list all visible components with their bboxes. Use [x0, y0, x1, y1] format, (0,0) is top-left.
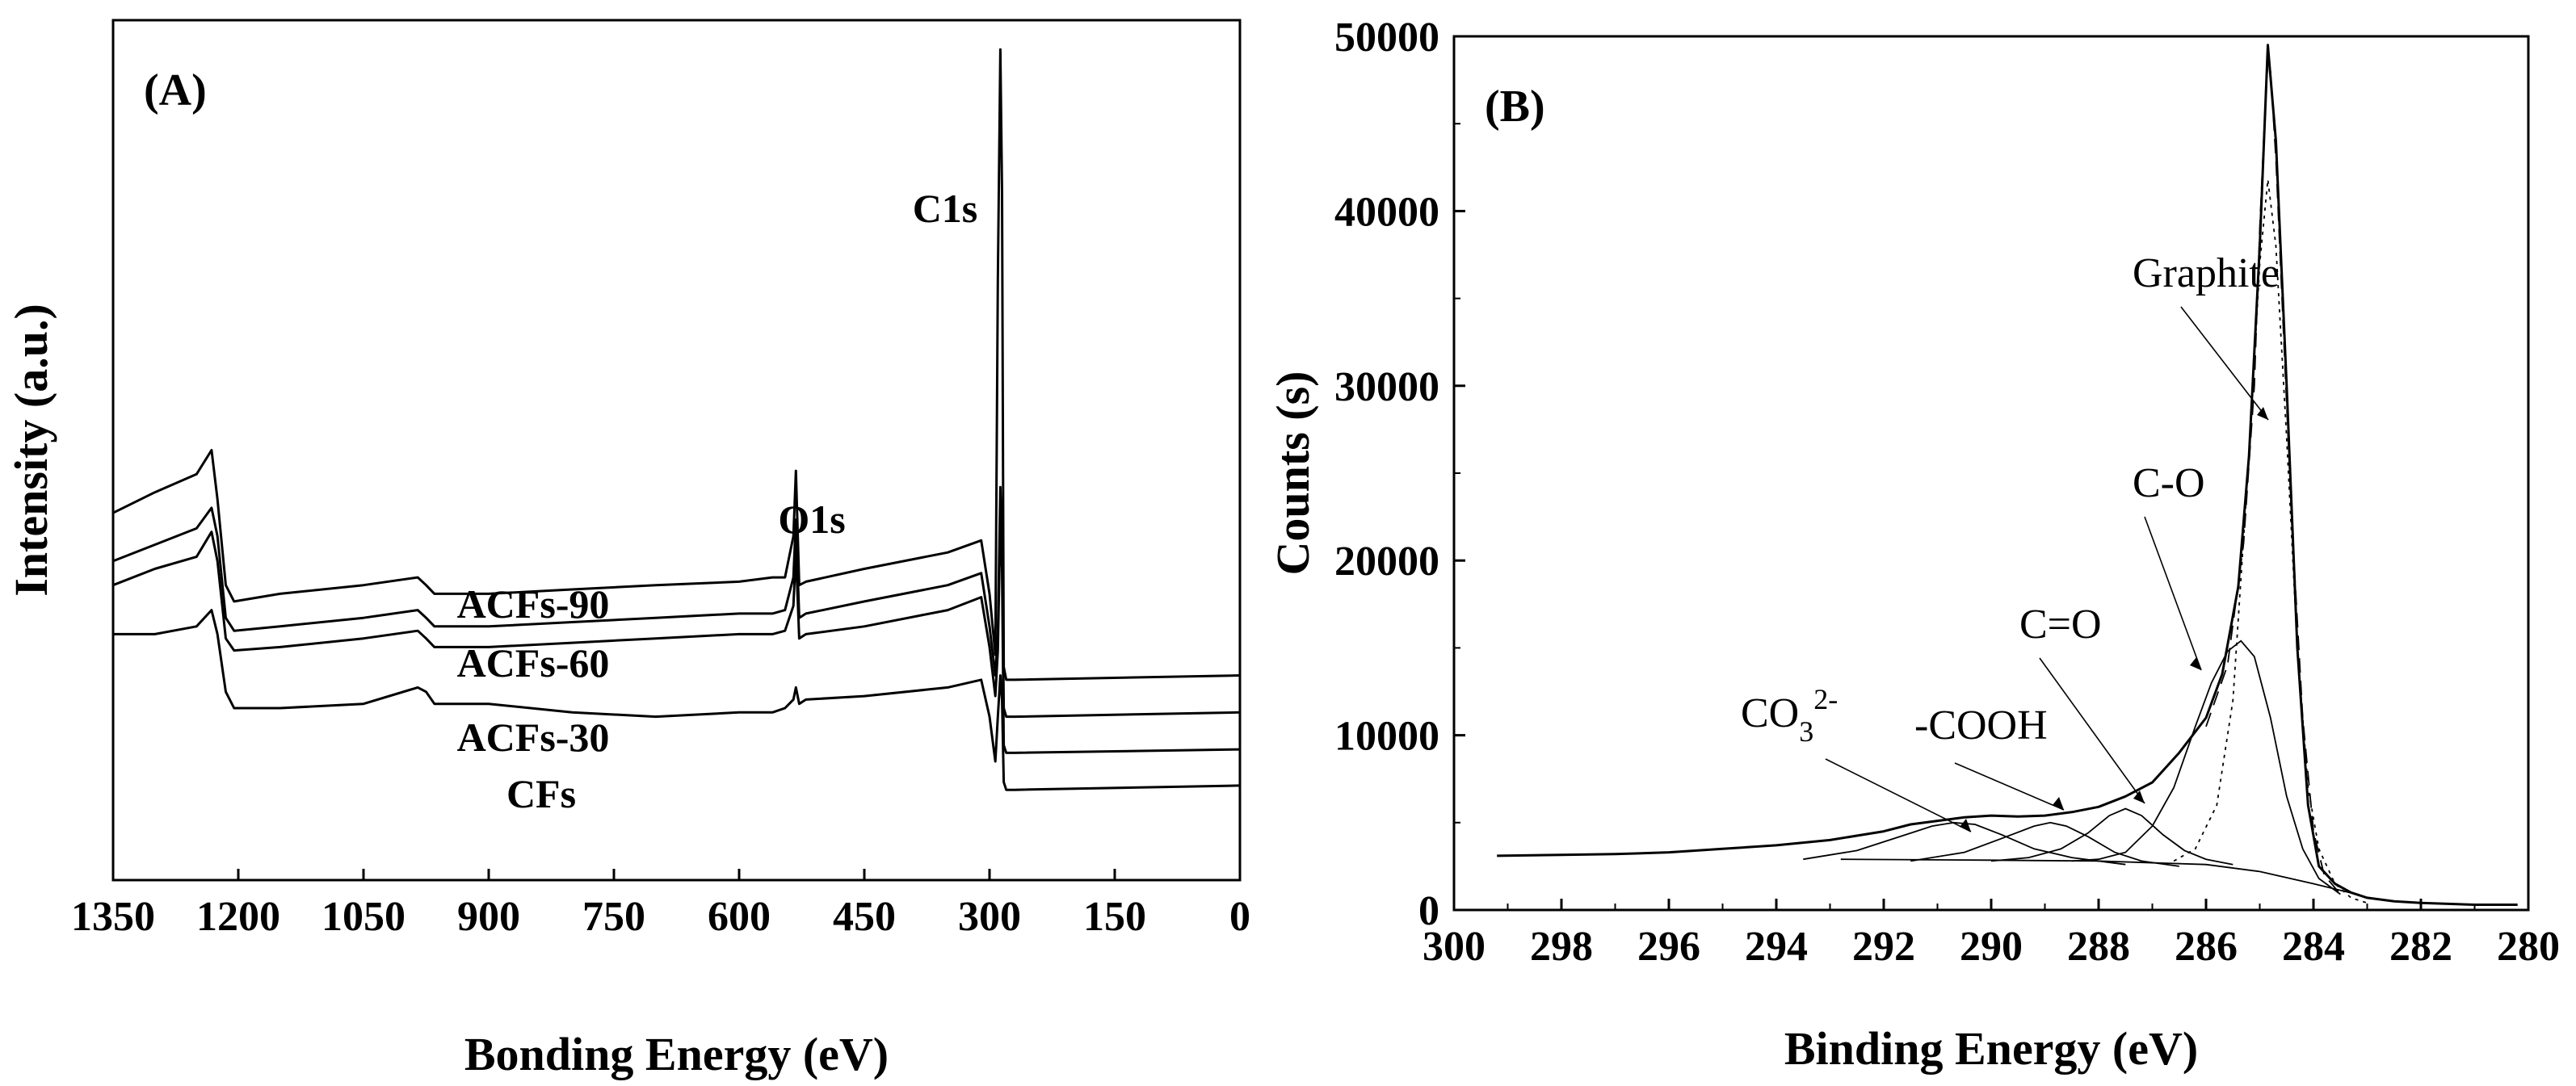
series-line-acfs-90 [112, 48, 1241, 681]
x-tick-label: 1050 [321, 894, 406, 940]
x-tick-label: 0 [1229, 894, 1250, 940]
series-line-fit-envelope [2205, 62, 2341, 895]
annotation-leader-line [1825, 758, 1972, 832]
x-tick-label: 300 [958, 894, 1021, 940]
y-tick-label: 50000 [1334, 15, 1439, 61]
x-tick-label: 600 [708, 894, 771, 940]
series-line-acfs-60 [112, 485, 1241, 719]
peak-label: Graphite [2133, 250, 2280, 296]
x-tick-label: 298 [1530, 924, 1593, 970]
peak-label: -COOH [1914, 702, 2048, 748]
chart-panel-b: 300 298 296 294 292 290 288 286 284 282 280 0 10000 2… [1267, 15, 2560, 1075]
series-line-cooh [1910, 821, 2179, 867]
x-tick-label: 450 [833, 894, 896, 940]
x-tick-label: 294 [1745, 924, 1808, 970]
peak-label-superscript: 2- [1813, 683, 1838, 715]
x-tick-label: 900 [457, 894, 520, 940]
series-line-acfs-30 [112, 518, 1241, 754]
x-tick-label: 280 [2497, 924, 2560, 970]
x-tick-label: 282 [2389, 924, 2452, 970]
x-tick-label: 284 [2282, 924, 2345, 970]
y-tick-label: 40000 [1334, 189, 1439, 235]
annotation-arrowhead [2190, 657, 2201, 670]
y-axis-title: Counts (s) [1267, 371, 1319, 576]
annotation-leader-line [2039, 657, 2145, 804]
series-line-c-o [1990, 807, 2234, 866]
peak-label-subscript: 3 [1799, 715, 1813, 748]
y-tick-label: 30000 [1334, 364, 1439, 410]
x-tick-label: 292 [1852, 924, 1915, 970]
peak-label: C=O [2019, 602, 2102, 648]
series-line-measured [1497, 44, 2518, 906]
peak-label: CO32- [1741, 683, 1838, 748]
annotation-leader-line [2144, 516, 2202, 671]
peak-label: C1s [913, 186, 978, 231]
plot-frame [111, 19, 1242, 882]
chart-panel-a: 1350 1200 1050 900 750 600 450 300 150 0 Bonding E… [5, 19, 1250, 1080]
series-label: ACFs-60 [457, 640, 610, 686]
annotation-arrowhead [1960, 819, 1971, 832]
series-line-graphite [2173, 179, 2368, 904]
x-tick-label: 1200 [196, 894, 280, 940]
y-tick-label: 10000 [1334, 714, 1439, 760]
x-tick-label: 300 [1422, 924, 1486, 970]
annotation-arrowhead [2053, 797, 2064, 810]
x-axis-title: Bonding Energy (eV) [464, 1028, 889, 1080]
x-tick-label: 750 [582, 894, 645, 940]
y-axis-title: Intensity (a.u.) [5, 304, 57, 597]
panel-label: (A) [144, 65, 207, 115]
annotation-arrowhead [2257, 407, 2268, 420]
annotation-arrowhead [2133, 790, 2145, 803]
y-tick-label: 20000 [1334, 539, 1439, 585]
peak-label: C-O [2133, 460, 2205, 506]
series-label: ACFs-30 [457, 715, 610, 760]
series-label: ACFs-90 [457, 581, 610, 627]
x-axis-title: Binding Energy (eV) [1784, 1022, 2198, 1075]
x-tick-label: 288 [2067, 924, 2130, 970]
series-label: CFs [506, 771, 576, 816]
series-line-c-o [2071, 639, 2341, 895]
x-tick-label: 296 [1637, 924, 1700, 970]
series-line-baseline [1840, 858, 2357, 895]
series-line-cfs [113, 609, 1241, 791]
annotation-leader-line [2180, 306, 2269, 421]
annotation-leader-line [1954, 762, 2065, 811]
peak-label: O1s [778, 497, 845, 542]
x-tick-label: 286 [2175, 924, 2238, 970]
panel-label: (B) [1485, 82, 1545, 132]
x-tick-label: 150 [1083, 894, 1146, 940]
x-tick-label: 290 [1960, 924, 2023, 970]
x-tick-label: 1350 [71, 894, 155, 940]
y-tick-label: 0 [1418, 888, 1439, 934]
